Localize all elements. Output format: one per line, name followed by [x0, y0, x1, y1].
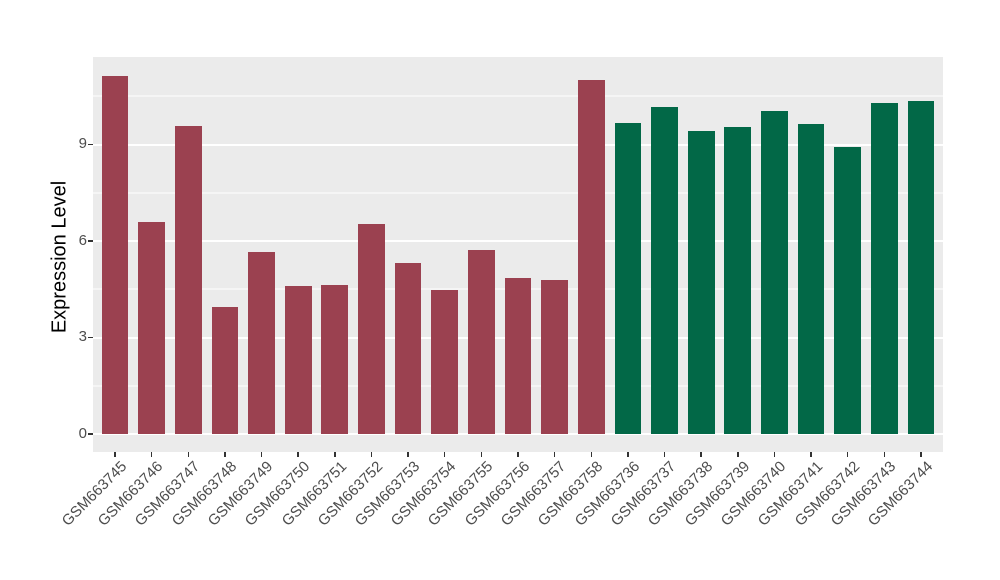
x-tick-mark	[443, 452, 446, 457]
bar	[797, 123, 825, 434]
bar	[577, 80, 605, 434]
x-tick-mark	[297, 452, 299, 457]
bar	[467, 250, 495, 434]
x-tick-mark	[334, 452, 336, 457]
y-tick-label: 3	[78, 328, 87, 346]
x-tick-mark	[846, 452, 849, 457]
x-tick-mark	[627, 452, 629, 457]
x-tick-mark	[700, 452, 702, 457]
gridline-major	[93, 143, 943, 146]
bar	[138, 222, 165, 434]
gridline-major	[93, 433, 943, 435]
x-tick-mark	[407, 452, 409, 457]
bar	[651, 107, 678, 434]
y-tick-label: 0	[78, 424, 87, 442]
x-tick-mark	[810, 452, 812, 457]
y-tick-label: 6	[78, 231, 87, 249]
bar	[211, 306, 239, 434]
gridline-minor	[93, 95, 943, 97]
bar	[834, 146, 862, 434]
y-tick-label: 9	[78, 135, 87, 153]
plot-panel	[93, 57, 943, 452]
x-tick-mark	[883, 452, 886, 457]
x-tick-mark	[370, 452, 373, 457]
bar	[871, 103, 898, 434]
y-tick-mark	[88, 433, 93, 435]
bar	[174, 126, 202, 434]
bar	[541, 279, 568, 434]
x-tick-mark	[517, 452, 519, 457]
bar	[761, 111, 788, 434]
x-tick-mark	[224, 452, 226, 457]
x-tick-mark	[480, 452, 483, 457]
bar	[321, 285, 349, 434]
bar	[394, 263, 422, 434]
bar	[724, 127, 752, 434]
x-tick-mark	[590, 452, 593, 457]
x-tick-mark	[553, 452, 556, 457]
x-tick-mark	[737, 452, 739, 457]
x-tick-mark	[114, 452, 116, 457]
x-tick-mark	[920, 452, 922, 457]
x-tick-mark	[663, 452, 666, 457]
x-tick-mark	[260, 452, 263, 457]
bar	[101, 76, 129, 434]
y-tick-mark	[88, 336, 93, 339]
bar	[614, 123, 642, 434]
y-axis-title: Expression Level	[48, 180, 71, 334]
y-tick-mark	[88, 240, 93, 242]
x-tick-mark	[187, 452, 189, 457]
x-tick-mark	[773, 452, 776, 457]
y-tick-mark	[88, 143, 93, 146]
bar	[431, 289, 459, 434]
bar	[248, 251, 275, 434]
x-tick-mark	[150, 452, 153, 457]
bar	[687, 131, 715, 434]
gridline-major	[93, 240, 943, 242]
bar	[358, 223, 385, 434]
bar	[907, 101, 935, 434]
bar	[504, 278, 532, 434]
gridline-minor	[93, 192, 943, 194]
bar	[284, 286, 312, 434]
